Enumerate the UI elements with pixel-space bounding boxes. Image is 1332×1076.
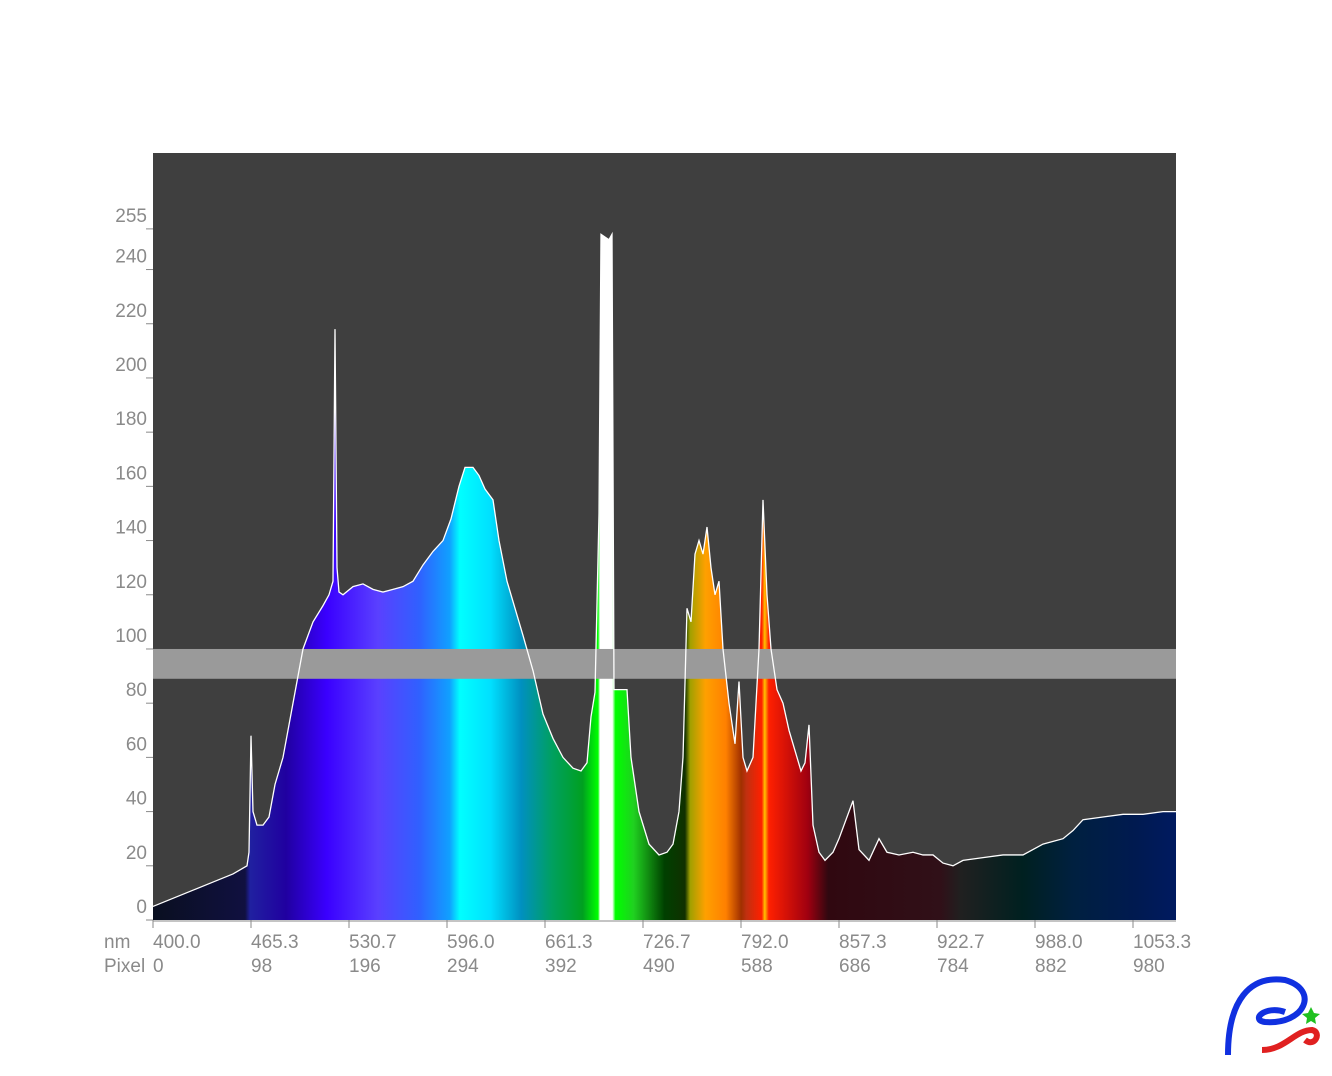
spectrum-area [153,234,1176,920]
y-tick-label: 200 [115,355,147,376]
x-tick-label: 596.0 [447,932,495,953]
x-tick-label: 530.7 [349,932,397,953]
x-tick-label: 988.0 [1035,932,1083,953]
logo [1225,976,1320,1056]
y-tick-label: 255 [115,206,147,227]
x-tick-label: 465.3 [251,932,299,953]
x-tick-label: 294 [447,956,479,977]
y-tick-label: 120 [115,572,147,593]
x-tick-label: 0 [153,956,164,977]
x-tick-label: 400.0 [153,932,201,953]
x-tick-label: 490 [643,956,675,977]
x-tick-label: 882 [1035,956,1067,977]
y-tick-label: 160 [115,463,147,484]
y-tick-label: 60 [126,734,147,755]
x-tick-label: 588 [741,956,773,977]
x-tick-label: 392 [545,956,577,977]
x-tick-label: 980 [1133,956,1165,977]
x-tick-label: 792.0 [741,932,789,953]
x-tick-label: 726.7 [643,932,691,953]
x-tick-label: 686 [839,956,871,977]
x-tick-label: 922.7 [937,932,985,953]
y-tick-label: 80 [126,680,147,701]
x-tick-label: 857.3 [839,932,887,953]
y-tick-label: 0 [136,897,147,918]
x-tick-label: 1053.3 [1133,932,1191,953]
y-tick-label: 40 [126,789,147,810]
row-label: Pixel [104,956,145,977]
x-tick-label: 98 [251,956,272,977]
x-tick-label: 196 [349,956,381,977]
x-tick-label: 784 [937,956,969,977]
y-tick-label: 180 [115,409,147,430]
x-tick-label: 661.3 [545,932,593,953]
y-tick-label: 100 [115,626,147,647]
y-tick-label: 20 [126,843,147,864]
row-label: nm [104,932,130,953]
y-tick-label: 140 [115,518,147,539]
y-tick-label: 240 [115,247,147,268]
spectrum-line [152,231,1176,908]
band [153,648,1176,679]
y-tick-label: 220 [115,301,147,322]
